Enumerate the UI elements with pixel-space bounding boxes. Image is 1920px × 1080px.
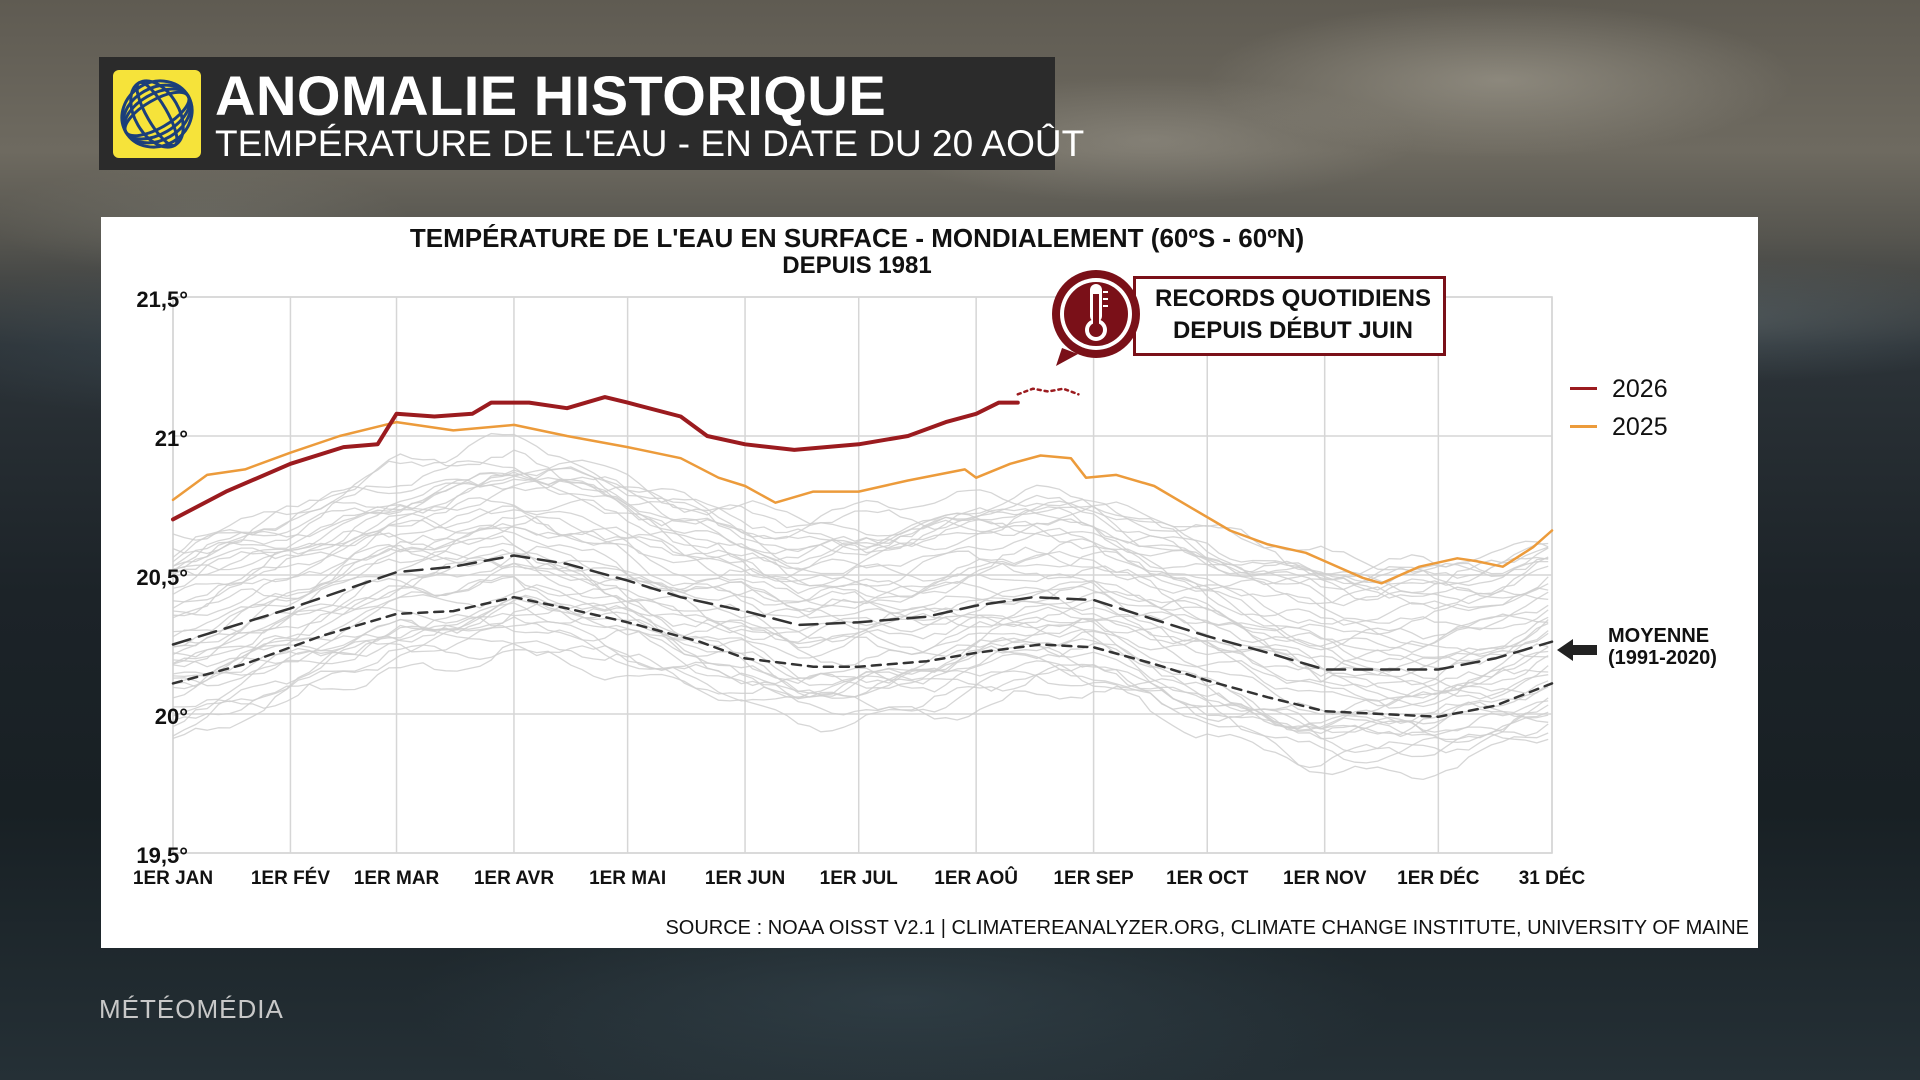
history-year-line xyxy=(172,584,1549,715)
history-year-line xyxy=(172,575,1549,707)
x-tick-label: 1ER JUL xyxy=(819,868,898,889)
arrow-left-icon xyxy=(1557,639,1597,661)
history-year-line xyxy=(172,602,1549,740)
history-year-line xyxy=(172,467,1549,587)
history-year-line xyxy=(172,597,1549,729)
legend-label-2025: 2025 xyxy=(1612,413,1668,441)
history-year-line xyxy=(172,523,1549,635)
x-tick-label: 1ER OCT xyxy=(1166,868,1249,889)
history-year-line xyxy=(172,461,1549,581)
y-tick-label: 20° xyxy=(154,704,188,729)
globe-swirl-logo-icon xyxy=(113,70,201,158)
x-tick-label: 1ER JAN xyxy=(132,868,214,889)
series-line-mean-dashed-long xyxy=(171,554,1554,671)
x-tick-label: 1ER MAI xyxy=(589,868,667,889)
history-year-line xyxy=(172,542,1549,678)
history-year-line xyxy=(172,535,1549,673)
history-year-line xyxy=(172,505,1549,648)
y-tick-label: 21,5° xyxy=(136,287,188,312)
legend-swatch-2025 xyxy=(1570,425,1597,428)
history-year-line xyxy=(172,526,1549,657)
x-tick-label: 1ER SEP xyxy=(1053,868,1134,889)
y-tick-label: 21° xyxy=(154,426,188,451)
chart-panel: TEMPÉRATURE DE L'EAU EN SURFACE - MONDIA… xyxy=(101,217,1758,948)
history-year-line xyxy=(172,498,1549,626)
history-year-line xyxy=(172,524,1549,665)
x-tick-label: 31 DÉC xyxy=(1518,868,1586,889)
history-year-line xyxy=(172,466,1549,591)
x-tick-label: 1ER AOÛ xyxy=(934,868,1019,889)
records-callout-line1: RECORDS QUOTIDIENS xyxy=(1154,285,1432,312)
series-line-2025 xyxy=(171,420,1554,585)
records-callout-line2: DEPUIS DÉBUT JUIN xyxy=(1172,317,1414,344)
series-line-2026-recent xyxy=(1016,387,1080,396)
history-year-line xyxy=(172,550,1549,693)
legend-swatch-2026 xyxy=(1570,387,1597,390)
history-year-line xyxy=(172,480,1549,610)
history-year-line xyxy=(172,565,1549,699)
x-tick-label: 1ER FÉV xyxy=(250,868,331,889)
page-subtitle: TEMPÉRATURE DE L'EAU - EN DATE DU 20 AOÛ… xyxy=(215,123,1085,164)
history-year-line xyxy=(172,602,1549,736)
series-line-mean-dashed-short xyxy=(171,595,1554,719)
mean-label-line1: MOYENNE xyxy=(1608,625,1710,647)
header-banner: ANOMALIE HISTORIQUE TEMPÉRATURE DE L'EAU… xyxy=(99,57,1084,170)
brand-watermark: MÉTÉOMÉDIA xyxy=(99,994,284,1024)
history-year-line xyxy=(172,613,1549,754)
history-year-line xyxy=(172,432,1549,575)
history-year-line xyxy=(172,469,1549,599)
chart-plot xyxy=(171,296,1554,854)
history-year-line xyxy=(172,449,1549,594)
history-year-line xyxy=(172,512,1549,654)
x-tick-label: 1ER JUN xyxy=(704,868,786,889)
history-year-line xyxy=(172,515,1549,651)
history-year-line xyxy=(172,640,1549,769)
legend-label-2026: 2026 xyxy=(1612,375,1668,403)
x-tick-label: 1ER NOV xyxy=(1282,868,1367,889)
records-callout: RECORDS QUOTIDIENS DEPUIS DÉBUT JUIN xyxy=(1133,276,1446,356)
x-tick-label: 1ER MAR xyxy=(353,868,440,889)
history-year-line xyxy=(172,637,1549,764)
history-year-line xyxy=(172,559,1549,690)
thermometer-icon xyxy=(1048,270,1144,366)
history-year-line xyxy=(172,549,1549,686)
chart-subtitle: DEPUIS 1981 xyxy=(782,252,932,279)
x-tick-label: 1ER DÉC xyxy=(1397,868,1480,889)
page-title: ANOMALIE HISTORIQUE xyxy=(215,64,887,127)
mean-label-line2: (1991-2020) xyxy=(1608,647,1717,669)
y-tick-label: 19,5° xyxy=(136,843,188,868)
x-tick-label: 1ER AVR xyxy=(473,868,555,889)
history-year-line xyxy=(172,644,1549,781)
history-year-line xyxy=(172,497,1549,631)
chart-title: TEMPÉRATURE DE L'EAU EN SURFACE - MONDIA… xyxy=(409,223,1305,253)
series-line-2026 xyxy=(171,395,1020,522)
y-tick-label: 20,5° xyxy=(136,565,188,590)
history-year-line xyxy=(172,471,1549,595)
chart-source: SOURCE : NOAA OISST V2.1 | CLIMATEREANAL… xyxy=(665,917,1749,939)
